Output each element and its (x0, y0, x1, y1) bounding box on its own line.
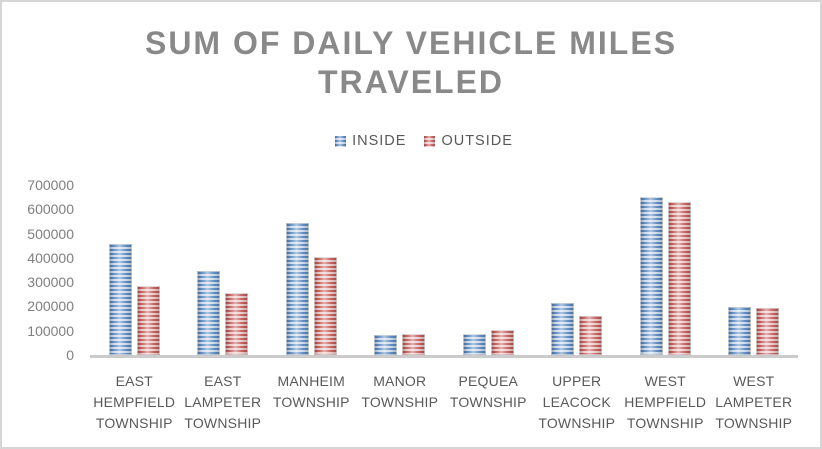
legend-label-inside: INSIDE (352, 133, 407, 149)
bar-inside[interactable] (462, 334, 486, 355)
bar-inside[interactable] (108, 244, 132, 355)
y-tick-label: 600000 (27, 201, 74, 218)
x-category-label: EAST LAMPETER TOWNSHIP (184, 373, 262, 431)
legend-swatch-inside-icon (335, 135, 347, 147)
bar-group (356, 185, 445, 355)
y-tick-label: 0 (66, 347, 74, 363)
y-tick-label: 100000 (27, 322, 74, 339)
legend-label-outside: OUTSIDE (441, 133, 513, 149)
y-axis: 0 100000 200000 300000 400000 500000 600000 700… (2, 2, 74, 447)
bar-outside[interactable] (225, 293, 249, 355)
bar-group (533, 185, 622, 355)
legend-item-outside[interactable]: OUTSIDE (424, 133, 512, 149)
x-axis-line (90, 355, 798, 358)
bar-group (90, 185, 179, 355)
plot-area (90, 185, 798, 355)
x-axis: EAST HEMPFIELD TOWNSHIP EAST LAMPETER TOW… (90, 371, 798, 434)
bar-inside[interactable] (374, 335, 398, 355)
x-category-label: MANOR TOWNSHIP (361, 373, 439, 410)
bar-inside[interactable] (639, 197, 663, 355)
bar-outside[interactable] (136, 286, 160, 355)
bar-group (179, 185, 268, 355)
bar-outside[interactable] (402, 334, 426, 355)
legend: INSIDE OUTSIDE (28, 133, 820, 149)
bar-outside[interactable] (756, 308, 780, 355)
bar-outside[interactable] (313, 257, 337, 355)
bar-outside[interactable] (579, 316, 603, 355)
bar-inside[interactable] (197, 271, 221, 355)
legend-swatch-outside-icon (424, 135, 436, 147)
x-category-label: WEST HEMPFIELD TOWNSHIP (624, 373, 707, 431)
y-tick-label: 400000 (27, 249, 74, 266)
y-tick-label: 700000 (27, 177, 74, 193)
bar-group (267, 185, 356, 355)
y-tick-label: 500000 (27, 225, 74, 242)
x-category-label: WEST LAMPETER TOWNSHIP (715, 373, 793, 431)
bar-group (710, 185, 799, 355)
x-category-label: UPPER LEACOCK TOWNSHIP (538, 373, 616, 431)
legend-item-inside[interactable]: INSIDE (335, 133, 406, 149)
x-category-label: EAST HEMPFIELD TOWNSHIP (93, 373, 176, 431)
bar-inside[interactable] (728, 307, 752, 355)
chart-title[interactable]: SUM OF DAILY VEHICLE MILES TRAVELED (144, 25, 678, 100)
bar-inside[interactable] (551, 303, 575, 355)
y-tick-label: 300000 (27, 274, 74, 291)
bar-outside[interactable] (490, 330, 514, 355)
y-tick-label: 200000 (27, 298, 74, 315)
x-category-label: PEQUEA TOWNSHIP (449, 373, 527, 410)
bar-group (621, 185, 710, 355)
bar-outside[interactable] (667, 202, 691, 355)
bar-group (444, 185, 533, 355)
bar-inside[interactable] (285, 223, 309, 355)
x-category-label: MANHEIM TOWNSHIP (272, 373, 350, 410)
